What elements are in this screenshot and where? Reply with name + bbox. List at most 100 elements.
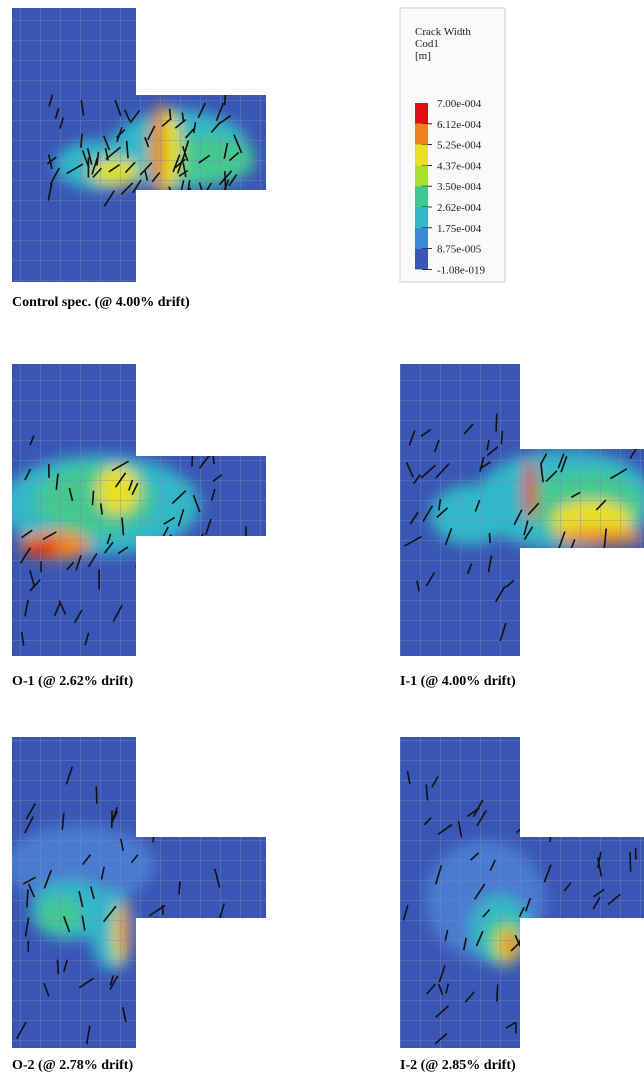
crack-line bbox=[251, 1026, 253, 1041]
crack-line bbox=[535, 939, 547, 947]
crack-line bbox=[92, 491, 93, 505]
crack-line bbox=[613, 602, 625, 614]
crack-line bbox=[611, 598, 613, 618]
crack-line bbox=[243, 950, 250, 966]
crack-line bbox=[591, 786, 596, 798]
crack-line bbox=[552, 975, 553, 987]
crack-line bbox=[247, 784, 255, 793]
crack-line bbox=[217, 998, 229, 1009]
figure: Control spec. (@ 4.00% drift) O-1 (@ 2.62… bbox=[0, 0, 644, 1084]
crack-line bbox=[597, 423, 598, 439]
crack-line bbox=[626, 988, 634, 1002]
caption: I-1 (@ 4.00% drift) bbox=[400, 674, 516, 689]
crack-line bbox=[192, 753, 195, 767]
crack-line bbox=[575, 617, 582, 635]
crack-line bbox=[576, 566, 586, 574]
crack-line bbox=[604, 812, 611, 830]
crack-line bbox=[618, 560, 623, 576]
crack-line bbox=[594, 951, 597, 965]
crack-line bbox=[181, 590, 185, 606]
crack-line bbox=[158, 579, 169, 595]
crack-line bbox=[172, 557, 179, 576]
crack-line bbox=[567, 1003, 569, 1023]
crack-line bbox=[595, 1006, 599, 1023]
crack-line bbox=[181, 610, 190, 626]
legend-title: Cod1 bbox=[415, 38, 439, 50]
crack-line bbox=[137, 1013, 141, 1024]
crack-line bbox=[58, 960, 59, 975]
crack-line bbox=[147, 1000, 150, 1018]
crack-line bbox=[232, 610, 241, 618]
crack-line bbox=[218, 1005, 228, 1015]
crack-line bbox=[618, 576, 622, 586]
crack-line bbox=[151, 622, 157, 638]
crack-line bbox=[628, 1001, 633, 1011]
legend-label: 1.75e-004 bbox=[437, 223, 482, 235]
color-swatch bbox=[415, 145, 428, 166]
crack-line bbox=[246, 526, 247, 544]
crack-line bbox=[213, 615, 220, 625]
color-swatch bbox=[415, 207, 428, 228]
crack-line bbox=[562, 1028, 578, 1040]
legend-label: 3.50e-004 bbox=[437, 181, 482, 193]
crack-line bbox=[151, 917, 156, 935]
crack-line bbox=[573, 801, 575, 813]
crack-line bbox=[231, 550, 241, 558]
crack-line bbox=[559, 433, 562, 443]
crack-line bbox=[630, 607, 635, 624]
crack-line bbox=[533, 590, 542, 605]
crack-line bbox=[178, 629, 186, 643]
crack-line bbox=[141, 587, 146, 603]
crack-line bbox=[196, 626, 198, 636]
crack-line bbox=[239, 577, 244, 588]
crack-line bbox=[160, 978, 165, 997]
crack-line bbox=[591, 416, 599, 425]
crack-line bbox=[160, 999, 164, 1015]
crack-line bbox=[624, 426, 627, 439]
legend-label: 8.75e-005 bbox=[437, 244, 482, 256]
crack-line bbox=[192, 449, 193, 467]
crack-line bbox=[245, 1007, 255, 1020]
crack-line bbox=[221, 780, 234, 794]
crack-line bbox=[247, 810, 253, 828]
color-swatch bbox=[415, 165, 428, 186]
crack-line bbox=[615, 553, 622, 565]
crack-line bbox=[161, 535, 172, 547]
crack-line bbox=[224, 620, 230, 639]
crack-line bbox=[202, 600, 204, 612]
crack-line bbox=[531, 779, 540, 788]
crack-line bbox=[217, 941, 227, 951]
crack-line bbox=[181, 188, 191, 203]
caption: O-1 (@ 2.62% drift) bbox=[12, 674, 133, 689]
crack-line bbox=[546, 996, 552, 1014]
crack-line bbox=[603, 1002, 605, 1018]
crack-line bbox=[496, 414, 497, 432]
crack-line bbox=[81, 133, 82, 147]
crack-line bbox=[170, 983, 175, 997]
crack-line bbox=[603, 570, 617, 579]
crack-line bbox=[497, 984, 498, 1001]
crack-line bbox=[602, 421, 607, 434]
color-swatch bbox=[415, 103, 428, 124]
caption: Control spec. (@ 4.00% drift) bbox=[12, 295, 190, 310]
crack-line bbox=[233, 818, 237, 828]
crack-line bbox=[161, 582, 166, 600]
crack-line bbox=[221, 562, 222, 576]
crack-line bbox=[582, 778, 590, 785]
legend-label: 5.25e-004 bbox=[437, 140, 482, 152]
crack-line bbox=[525, 953, 537, 964]
crack-line bbox=[614, 961, 620, 980]
crack-line bbox=[238, 763, 245, 771]
crack-line bbox=[253, 980, 259, 993]
crack-line bbox=[136, 558, 141, 567]
legend-title: Crack Width bbox=[415, 26, 471, 38]
crack-line bbox=[218, 595, 219, 610]
color-swatch bbox=[415, 228, 428, 249]
crack-line bbox=[577, 573, 586, 587]
page: {"panels": [ {"caption": "Control spec. … bbox=[0, 0, 644, 1084]
crack-line bbox=[160, 579, 164, 590]
crack-line bbox=[579, 967, 583, 977]
legend-title: [m] bbox=[415, 50, 431, 62]
crack-line bbox=[169, 921, 175, 938]
crack-line bbox=[236, 625, 240, 637]
